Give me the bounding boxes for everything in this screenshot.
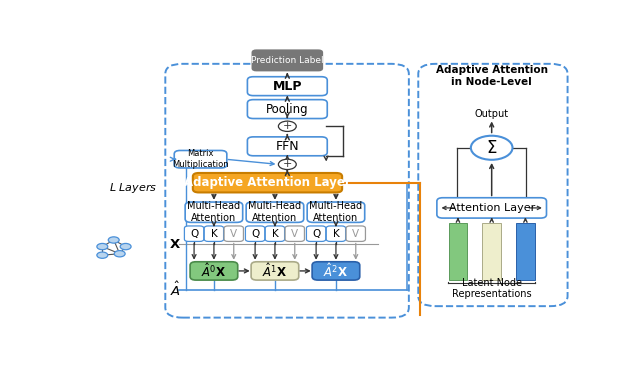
FancyBboxPatch shape (204, 226, 223, 241)
Text: Q: Q (251, 229, 259, 239)
FancyBboxPatch shape (248, 77, 327, 96)
Text: Pooling: Pooling (266, 103, 308, 116)
Circle shape (97, 243, 108, 250)
Text: +: + (283, 121, 292, 131)
Text: Multi-Head
Attention: Multi-Head Attention (188, 201, 241, 224)
Text: K: K (333, 229, 339, 239)
Text: V: V (352, 229, 359, 239)
FancyBboxPatch shape (312, 262, 360, 280)
Text: Output: Output (475, 109, 509, 119)
Text: $\hat{A}^1\mathbf{X}$: $\hat{A}^1\mathbf{X}$ (262, 262, 287, 280)
FancyBboxPatch shape (307, 226, 326, 241)
Circle shape (97, 252, 108, 258)
Circle shape (278, 121, 296, 131)
FancyBboxPatch shape (246, 202, 304, 222)
Text: Q: Q (312, 229, 320, 239)
FancyBboxPatch shape (516, 223, 535, 280)
Text: +: + (283, 159, 292, 169)
FancyBboxPatch shape (252, 50, 323, 71)
FancyBboxPatch shape (437, 198, 547, 218)
FancyBboxPatch shape (265, 226, 285, 241)
FancyBboxPatch shape (251, 262, 299, 280)
FancyBboxPatch shape (449, 223, 467, 280)
FancyBboxPatch shape (190, 262, 237, 280)
Circle shape (471, 136, 513, 160)
FancyBboxPatch shape (248, 137, 327, 156)
Text: Adaptive Attention
in Node-Level: Adaptive Attention in Node-Level (436, 65, 548, 87)
FancyBboxPatch shape (248, 100, 327, 119)
Text: MLP: MLP (273, 80, 302, 93)
FancyBboxPatch shape (185, 202, 243, 222)
Text: Multi-Head
Attention: Multi-Head Attention (309, 201, 362, 224)
Text: FFN: FFN (275, 140, 299, 153)
Text: Q: Q (190, 229, 198, 239)
Text: Adaptive Attention Layer: Adaptive Attention Layer (184, 176, 351, 189)
FancyBboxPatch shape (326, 226, 346, 241)
Text: $\Sigma$: $\Sigma$ (486, 139, 497, 157)
Text: K: K (271, 229, 278, 239)
Circle shape (120, 243, 131, 250)
Text: $L$ Layers: $L$ Layers (109, 181, 157, 195)
Text: $\hat{A}^0\mathbf{X}$: $\hat{A}^0\mathbf{X}$ (202, 262, 227, 280)
FancyBboxPatch shape (193, 173, 342, 192)
Text: $\hat{A}$: $\hat{A}$ (170, 281, 180, 299)
FancyBboxPatch shape (483, 223, 501, 280)
Text: $\mathbf{X}$: $\mathbf{X}$ (169, 238, 181, 251)
Circle shape (278, 159, 296, 170)
Text: Matrix
Multiplication: Matrix Multiplication (172, 149, 229, 169)
Text: Multi-Head
Attention: Multi-Head Attention (248, 201, 301, 224)
FancyBboxPatch shape (184, 226, 204, 241)
Text: $\hat{A}^2\mathbf{X}$: $\hat{A}^2\mathbf{X}$ (323, 262, 349, 280)
Text: Latent Node
Representations: Latent Node Representations (452, 278, 531, 299)
Circle shape (114, 251, 125, 257)
FancyBboxPatch shape (224, 226, 243, 241)
Circle shape (108, 237, 119, 243)
FancyBboxPatch shape (285, 226, 305, 241)
FancyBboxPatch shape (245, 226, 265, 241)
Text: Attention Layer: Attention Layer (449, 203, 535, 213)
FancyBboxPatch shape (174, 151, 227, 168)
Text: Prediction Label: Prediction Label (251, 56, 324, 65)
FancyBboxPatch shape (307, 202, 365, 222)
FancyBboxPatch shape (346, 226, 365, 241)
Text: K: K (211, 229, 218, 239)
Text: V: V (291, 229, 298, 239)
Text: V: V (230, 229, 237, 239)
